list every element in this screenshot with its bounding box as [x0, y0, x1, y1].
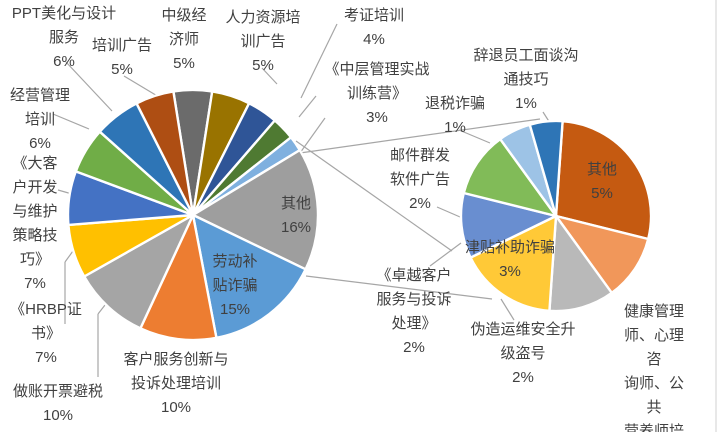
secondary-pie-slice-2[interactable] — [548, 214, 613, 313]
leader-line — [295, 140, 453, 252]
data-label: 《大客 户开发 与维护 策略技 巧》 7% — [12, 155, 58, 292]
data-label: 《中层管理实战 训练营》 3% — [324, 61, 430, 126]
leader-line — [458, 129, 491, 144]
leader-line — [97, 304, 106, 315]
data-label: 《卓越客户 服务与投诉 处理》 2% — [376, 267, 452, 356]
leader-line — [305, 275, 493, 300]
data-label: 人力资源培 训广告 5% — [225, 9, 301, 74]
secondary-pie-slice-7[interactable] — [528, 119, 564, 218]
data-label: 经营管理 培训 6% — [9, 87, 71, 152]
leader-line — [500, 298, 515, 321]
leader-line — [123, 75, 160, 98]
data-label: 邮件群发 软件广告 2% — [389, 147, 451, 212]
leader-line — [299, 117, 326, 154]
data-label: 伪造运维安全升 级盗号 2% — [470, 321, 576, 386]
leader-line — [261, 67, 278, 85]
leader-line — [65, 61, 113, 112]
leader-line — [300, 23, 338, 99]
leader-line — [64, 250, 74, 263]
main-pie-slice-7[interactable] — [139, 213, 218, 342]
secondary-pie-slice-4[interactable] — [459, 191, 558, 259]
data-label: 辞退员工面谈沟 通技巧 1% — [473, 47, 579, 112]
data-label: 中级经 济师 5% — [161, 7, 207, 72]
secondary-pie-slice-5[interactable] — [462, 137, 558, 218]
main-pie-slice-5[interactable] — [191, 148, 320, 271]
data-label: 其他 16% — [280, 195, 312, 236]
data-label: 健康管理 师、心理咨 询师、公共 营养师培训 2% — [623, 303, 684, 432]
secondary-pie-slice-1[interactable] — [554, 214, 650, 295]
data-label: 考证培训 4% — [343, 7, 405, 48]
leader-line — [299, 118, 541, 154]
data-label: 培训广告 5% — [91, 37, 153, 78]
data-label: PPT美化与设计 服务 6% — [11, 5, 117, 70]
secondary-pie-slice-3[interactable] — [469, 214, 558, 312]
main-pie-slice-6[interactable] — [191, 213, 307, 339]
data-label: 客户服务创新与 投诉处理培训 10% — [123, 351, 229, 416]
data-label: 其他 5% — [586, 161, 618, 202]
main-pie-slice-13[interactable] — [135, 90, 195, 217]
leader-line — [52, 113, 90, 130]
data-label: 《HRBP证 书》 7% — [10, 301, 82, 366]
main-pie-slice-8[interactable] — [83, 213, 195, 330]
leader-line — [429, 242, 462, 267]
leader-line — [298, 95, 317, 118]
data-label: 做账开票避税 10% — [12, 383, 104, 424]
data-label: 津贴补助诈骗 3% — [464, 239, 556, 280]
data-label: 劳动补 贴诈骗 15% — [212, 253, 258, 318]
data-label: 退税诈骗 1% — [424, 95, 486, 136]
secondary-pie-slice-0[interactable] — [554, 120, 653, 241]
